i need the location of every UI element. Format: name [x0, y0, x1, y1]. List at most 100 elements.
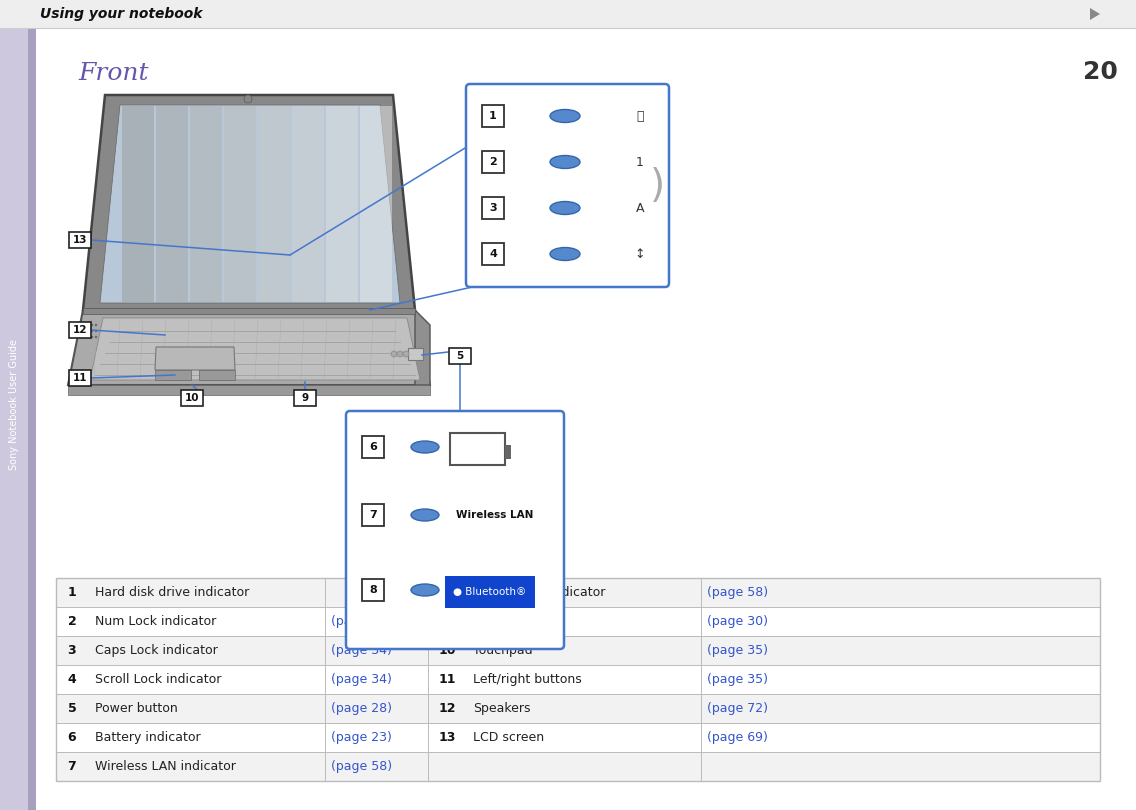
Circle shape [78, 330, 81, 332]
Circle shape [86, 336, 90, 339]
Polygon shape [326, 106, 358, 302]
Text: 4: 4 [490, 249, 496, 259]
Text: 8: 8 [443, 586, 451, 599]
Bar [408, 348, 423, 360]
Text: Wireless LAN indicator: Wireless LAN indicator [95, 760, 236, 773]
Polygon shape [122, 106, 154, 302]
Text: Speakers: Speakers [473, 702, 531, 715]
Ellipse shape [550, 109, 580, 122]
Polygon shape [292, 106, 324, 302]
Text: 9: 9 [443, 615, 451, 628]
Ellipse shape [411, 584, 438, 596]
Bar [56, 723, 1100, 752]
Text: Wireless LAN: Wireless LAN [457, 510, 534, 520]
Text: (page 34): (page 34) [331, 644, 392, 657]
Text: (page 35): (page 35) [707, 673, 768, 686]
Text: 12: 12 [73, 325, 87, 335]
Bar [181, 390, 203, 406]
Circle shape [91, 330, 93, 332]
Text: Power button: Power button [95, 702, 177, 715]
Circle shape [94, 324, 98, 326]
Text: 13: 13 [73, 235, 87, 245]
Text: ● Bluetooth®: ● Bluetooth® [453, 587, 527, 597]
Bar [445, 576, 535, 608]
Text: Scroll Lock indicator: Scroll Lock indicator [95, 673, 222, 686]
Circle shape [94, 330, 98, 332]
Bar [199, 370, 235, 380]
Bar [69, 322, 91, 338]
Text: 10: 10 [438, 644, 456, 657]
Text: (page 28): (page 28) [331, 702, 392, 715]
Polygon shape [190, 106, 222, 302]
Text: Bluetooth™ indicator: Bluetooth™ indicator [473, 586, 605, 599]
Polygon shape [68, 385, 431, 395]
Text: 5: 5 [457, 351, 463, 361]
Text: Caps Lock indicator: Caps Lock indicator [95, 644, 218, 657]
Polygon shape [360, 106, 392, 302]
Text: 5: 5 [68, 702, 76, 715]
Bar [482, 197, 504, 219]
Text: (page 34): (page 34) [331, 615, 392, 628]
Polygon shape [68, 310, 431, 385]
Text: Touchpad: Touchpad [473, 644, 533, 657]
Polygon shape [224, 106, 256, 302]
Circle shape [83, 324, 85, 326]
Polygon shape [415, 310, 431, 385]
Text: 20: 20 [1083, 60, 1118, 84]
Bar [56, 607, 1100, 636]
Bar [294, 390, 316, 406]
Ellipse shape [550, 156, 580, 168]
Text: Front: Front [78, 62, 149, 85]
Text: (page 35): (page 35) [707, 644, 768, 657]
Circle shape [94, 336, 98, 339]
Text: (page 23): (page 23) [331, 731, 392, 744]
Text: 12: 12 [438, 702, 456, 715]
Circle shape [91, 324, 93, 326]
Bar [83, 308, 415, 314]
Bar [506, 445, 511, 459]
Bar [56, 578, 1100, 781]
Bar [0, 28, 28, 810]
Text: (page 58): (page 58) [331, 760, 392, 773]
Text: Keyboard: Keyboard [473, 615, 532, 628]
Text: Sony Notebook User Guide: Sony Notebook User Guide [9, 339, 19, 471]
Bar [56, 665, 1100, 694]
Bar [362, 504, 384, 526]
Text: (page 34): (page 34) [331, 673, 392, 686]
Ellipse shape [411, 509, 438, 521]
Bar [362, 579, 384, 601]
Bar [482, 105, 504, 127]
Circle shape [1002, 30, 1136, 206]
Bar [482, 151, 504, 173]
Text: Battery indicator: Battery indicator [95, 731, 201, 744]
Polygon shape [83, 95, 415, 310]
Text: 1: 1 [490, 111, 496, 121]
Polygon shape [156, 106, 187, 302]
Text: ↕: ↕ [635, 248, 645, 261]
Circle shape [91, 336, 93, 339]
Text: (page 69): (page 69) [707, 731, 768, 744]
Text: 7: 7 [68, 760, 76, 773]
Text: 6: 6 [68, 731, 76, 744]
Text: 8: 8 [369, 585, 377, 595]
Circle shape [86, 324, 90, 326]
Circle shape [78, 336, 81, 339]
Bar [56, 752, 1100, 781]
Text: (page 30): (page 30) [707, 615, 768, 628]
Circle shape [78, 324, 81, 326]
Circle shape [86, 330, 90, 332]
Text: 9: 9 [301, 393, 309, 403]
Text: (page 72): (page 72) [707, 702, 768, 715]
Bar [0, 0, 1136, 28]
Polygon shape [90, 318, 420, 380]
Text: 11: 11 [438, 673, 456, 686]
Text: 6: 6 [369, 442, 377, 452]
Text: LCD screen: LCD screen [473, 731, 544, 744]
Circle shape [403, 351, 409, 357]
Ellipse shape [411, 441, 438, 453]
Text: 4: 4 [68, 673, 76, 686]
Text: ): ) [650, 167, 665, 204]
Circle shape [83, 336, 85, 339]
Text: ⎕: ⎕ [636, 109, 644, 122]
Text: 7: 7 [369, 510, 377, 520]
